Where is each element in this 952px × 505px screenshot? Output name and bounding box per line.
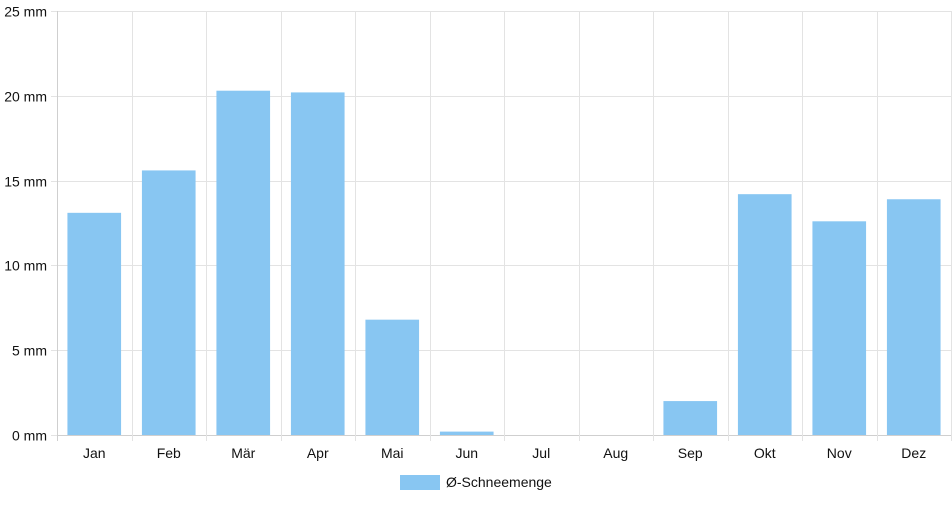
- legend-swatch: [400, 475, 440, 490]
- bar-mär[interactable]: [216, 90, 271, 435]
- y-tick-label: 15 mm: [4, 174, 47, 190]
- y-tick-label: 5 mm: [12, 343, 47, 359]
- bar-mai[interactable]: [365, 319, 420, 435]
- x-tick-label: Jun: [455, 445, 478, 461]
- x-tick-label: Jul: [532, 445, 550, 461]
- x-tick-label: Mai: [381, 445, 404, 461]
- x-tick-label: Aug: [603, 445, 628, 461]
- bar-dez[interactable]: [886, 199, 941, 435]
- x-tick-label: Dez: [901, 445, 926, 461]
- x-tick-label: Okt: [754, 445, 776, 461]
- bar-nov[interactable]: [812, 221, 867, 435]
- bar-apr[interactable]: [290, 92, 345, 436]
- bar-okt[interactable]: [737, 194, 792, 435]
- x-tick-label: Nov: [827, 445, 852, 461]
- x-tick-label: Jan: [83, 445, 106, 461]
- bar-jun[interactable]: [439, 431, 494, 435]
- legend-label: Ø-Schneemenge: [446, 474, 552, 490]
- y-tick-label: 0 mm: [12, 428, 47, 444]
- y-axis-ticks: 0 mm 5 mm 10 mm 15 mm 20 mm 25 mm: [4, 4, 47, 444]
- bar-sep[interactable]: [663, 401, 718, 435]
- y-tick-label: 20 mm: [4, 89, 47, 105]
- x-tick-label: Feb: [157, 445, 181, 461]
- y-tick-label: 10 mm: [4, 258, 47, 274]
- x-tick-label: Sep: [678, 445, 703, 461]
- bar-jan[interactable]: [67, 212, 122, 435]
- legend: Ø-Schneemenge: [400, 474, 552, 490]
- x-axis-ticks: Jan Feb Mär Apr Mai Jun Jul Aug Sep Okt Nov Dez: [83, 445, 926, 461]
- bar-feb[interactable]: [141, 170, 196, 435]
- bars: [67, 90, 941, 436]
- x-tick-label: Mär: [231, 445, 255, 461]
- y-tick-label: 25 mm: [4, 4, 47, 20]
- x-tick-label: Apr: [307, 445, 329, 461]
